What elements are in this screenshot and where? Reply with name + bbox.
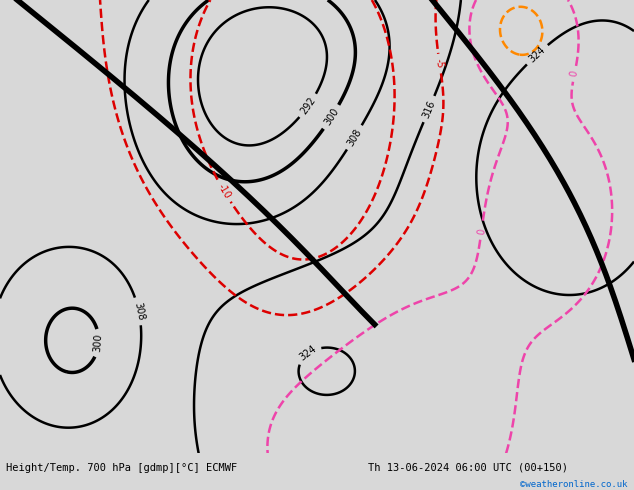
Text: 0: 0 — [569, 70, 580, 78]
Text: -5: -5 — [434, 58, 445, 69]
Text: -10: -10 — [216, 181, 232, 200]
Text: 324: 324 — [527, 45, 547, 65]
Text: 292: 292 — [299, 96, 318, 116]
Text: 308: 308 — [132, 301, 145, 321]
Text: 308: 308 — [346, 127, 363, 148]
Text: Th 13-06-2024 06:00 UTC (00+150): Th 13-06-2024 06:00 UTC (00+150) — [368, 463, 567, 473]
Text: Height/Temp. 700 hPa [gdmp][°C] ECMWF: Height/Temp. 700 hPa [gdmp][°C] ECMWF — [6, 463, 238, 473]
Text: ©weatheronline.co.uk: ©weatheronline.co.uk — [520, 480, 628, 489]
Text: 316: 316 — [421, 98, 437, 120]
Text: 0: 0 — [476, 228, 487, 236]
Text: 324: 324 — [298, 344, 319, 363]
Text: 300: 300 — [93, 334, 104, 353]
Text: 300: 300 — [322, 106, 340, 127]
